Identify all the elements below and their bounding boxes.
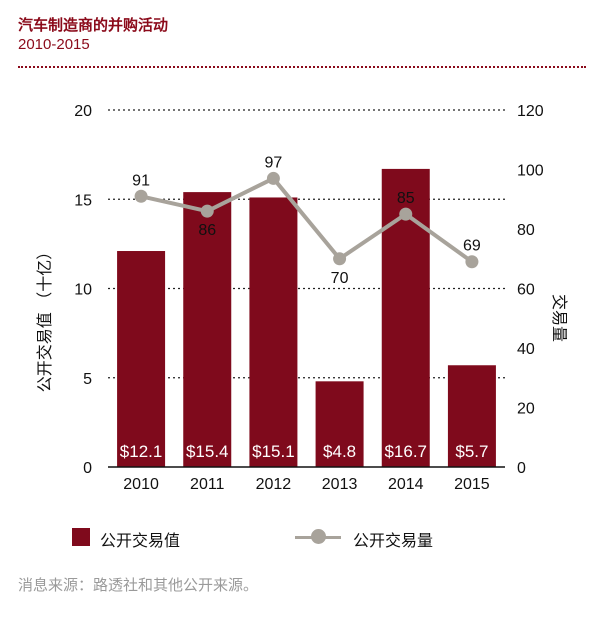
x-tick-label: 2010 bbox=[123, 476, 159, 493]
x-tick-label: 2014 bbox=[388, 476, 424, 493]
bar bbox=[249, 197, 298, 467]
y-tick-right: 0 bbox=[517, 460, 526, 477]
bar-value-label: $5.7 bbox=[455, 442, 488, 461]
legend-line-label: 公开交易量 bbox=[353, 533, 434, 550]
line-series bbox=[140, 176, 474, 264]
legend-line-marker bbox=[311, 529, 326, 544]
x-tick-label: 2015 bbox=[454, 476, 490, 493]
y-tick-left: 20 bbox=[74, 103, 92, 120]
source-note: 消息来源：路透社和其他公开来源。 bbox=[18, 577, 259, 594]
legend-bar-swatch bbox=[72, 528, 90, 546]
line-point bbox=[333, 252, 347, 266]
x-tick-label: 2013 bbox=[322, 476, 358, 493]
y-tick-left: 0 bbox=[83, 460, 92, 477]
bar-value-label: $12.1 bbox=[120, 442, 163, 461]
y-tick-right: 60 bbox=[517, 282, 535, 299]
bar-value-label: $15.4 bbox=[186, 442, 229, 461]
bar-value-label: $15.1 bbox=[252, 442, 295, 461]
y-tick-right: 80 bbox=[517, 222, 535, 239]
y-tick-right: 20 bbox=[517, 401, 535, 418]
y-tick-right: 100 bbox=[517, 163, 544, 180]
x-tick-label: 2012 bbox=[256, 476, 292, 493]
bar-value-label: $16.7 bbox=[384, 442, 427, 461]
line-value-label: 69 bbox=[463, 238, 481, 255]
line-point bbox=[465, 255, 479, 269]
header-divider bbox=[18, 66, 586, 68]
line-point bbox=[399, 207, 413, 221]
legend-bar-label: 公开交易值 bbox=[100, 533, 181, 550]
bar bbox=[447, 365, 496, 467]
bar bbox=[117, 251, 166, 467]
line-value-label: 97 bbox=[265, 154, 283, 171]
line-value-label: 85 bbox=[397, 190, 415, 207]
chart-title: 汽车制造商的并购活动 bbox=[18, 17, 169, 34]
y-tick-left: 5 bbox=[83, 371, 92, 388]
y-tick-left: 10 bbox=[74, 282, 92, 299]
line-value-label: 70 bbox=[331, 270, 349, 287]
line-point bbox=[134, 189, 148, 203]
x-tick-label: 2011 bbox=[190, 476, 225, 493]
y-tick-right: 120 bbox=[517, 103, 544, 120]
chart-subtitle: 2010-2015 bbox=[18, 36, 90, 53]
line-value-label: 86 bbox=[198, 222, 216, 239]
y-tick-left: 15 bbox=[74, 192, 92, 209]
bar bbox=[183, 192, 232, 468]
bar-value-label: $4.8 bbox=[323, 442, 356, 461]
y-tick-right: 40 bbox=[517, 341, 535, 358]
line-point bbox=[266, 171, 280, 185]
bar bbox=[315, 381, 364, 467]
line-point bbox=[200, 204, 214, 218]
line-value-label: 91 bbox=[132, 172, 150, 189]
